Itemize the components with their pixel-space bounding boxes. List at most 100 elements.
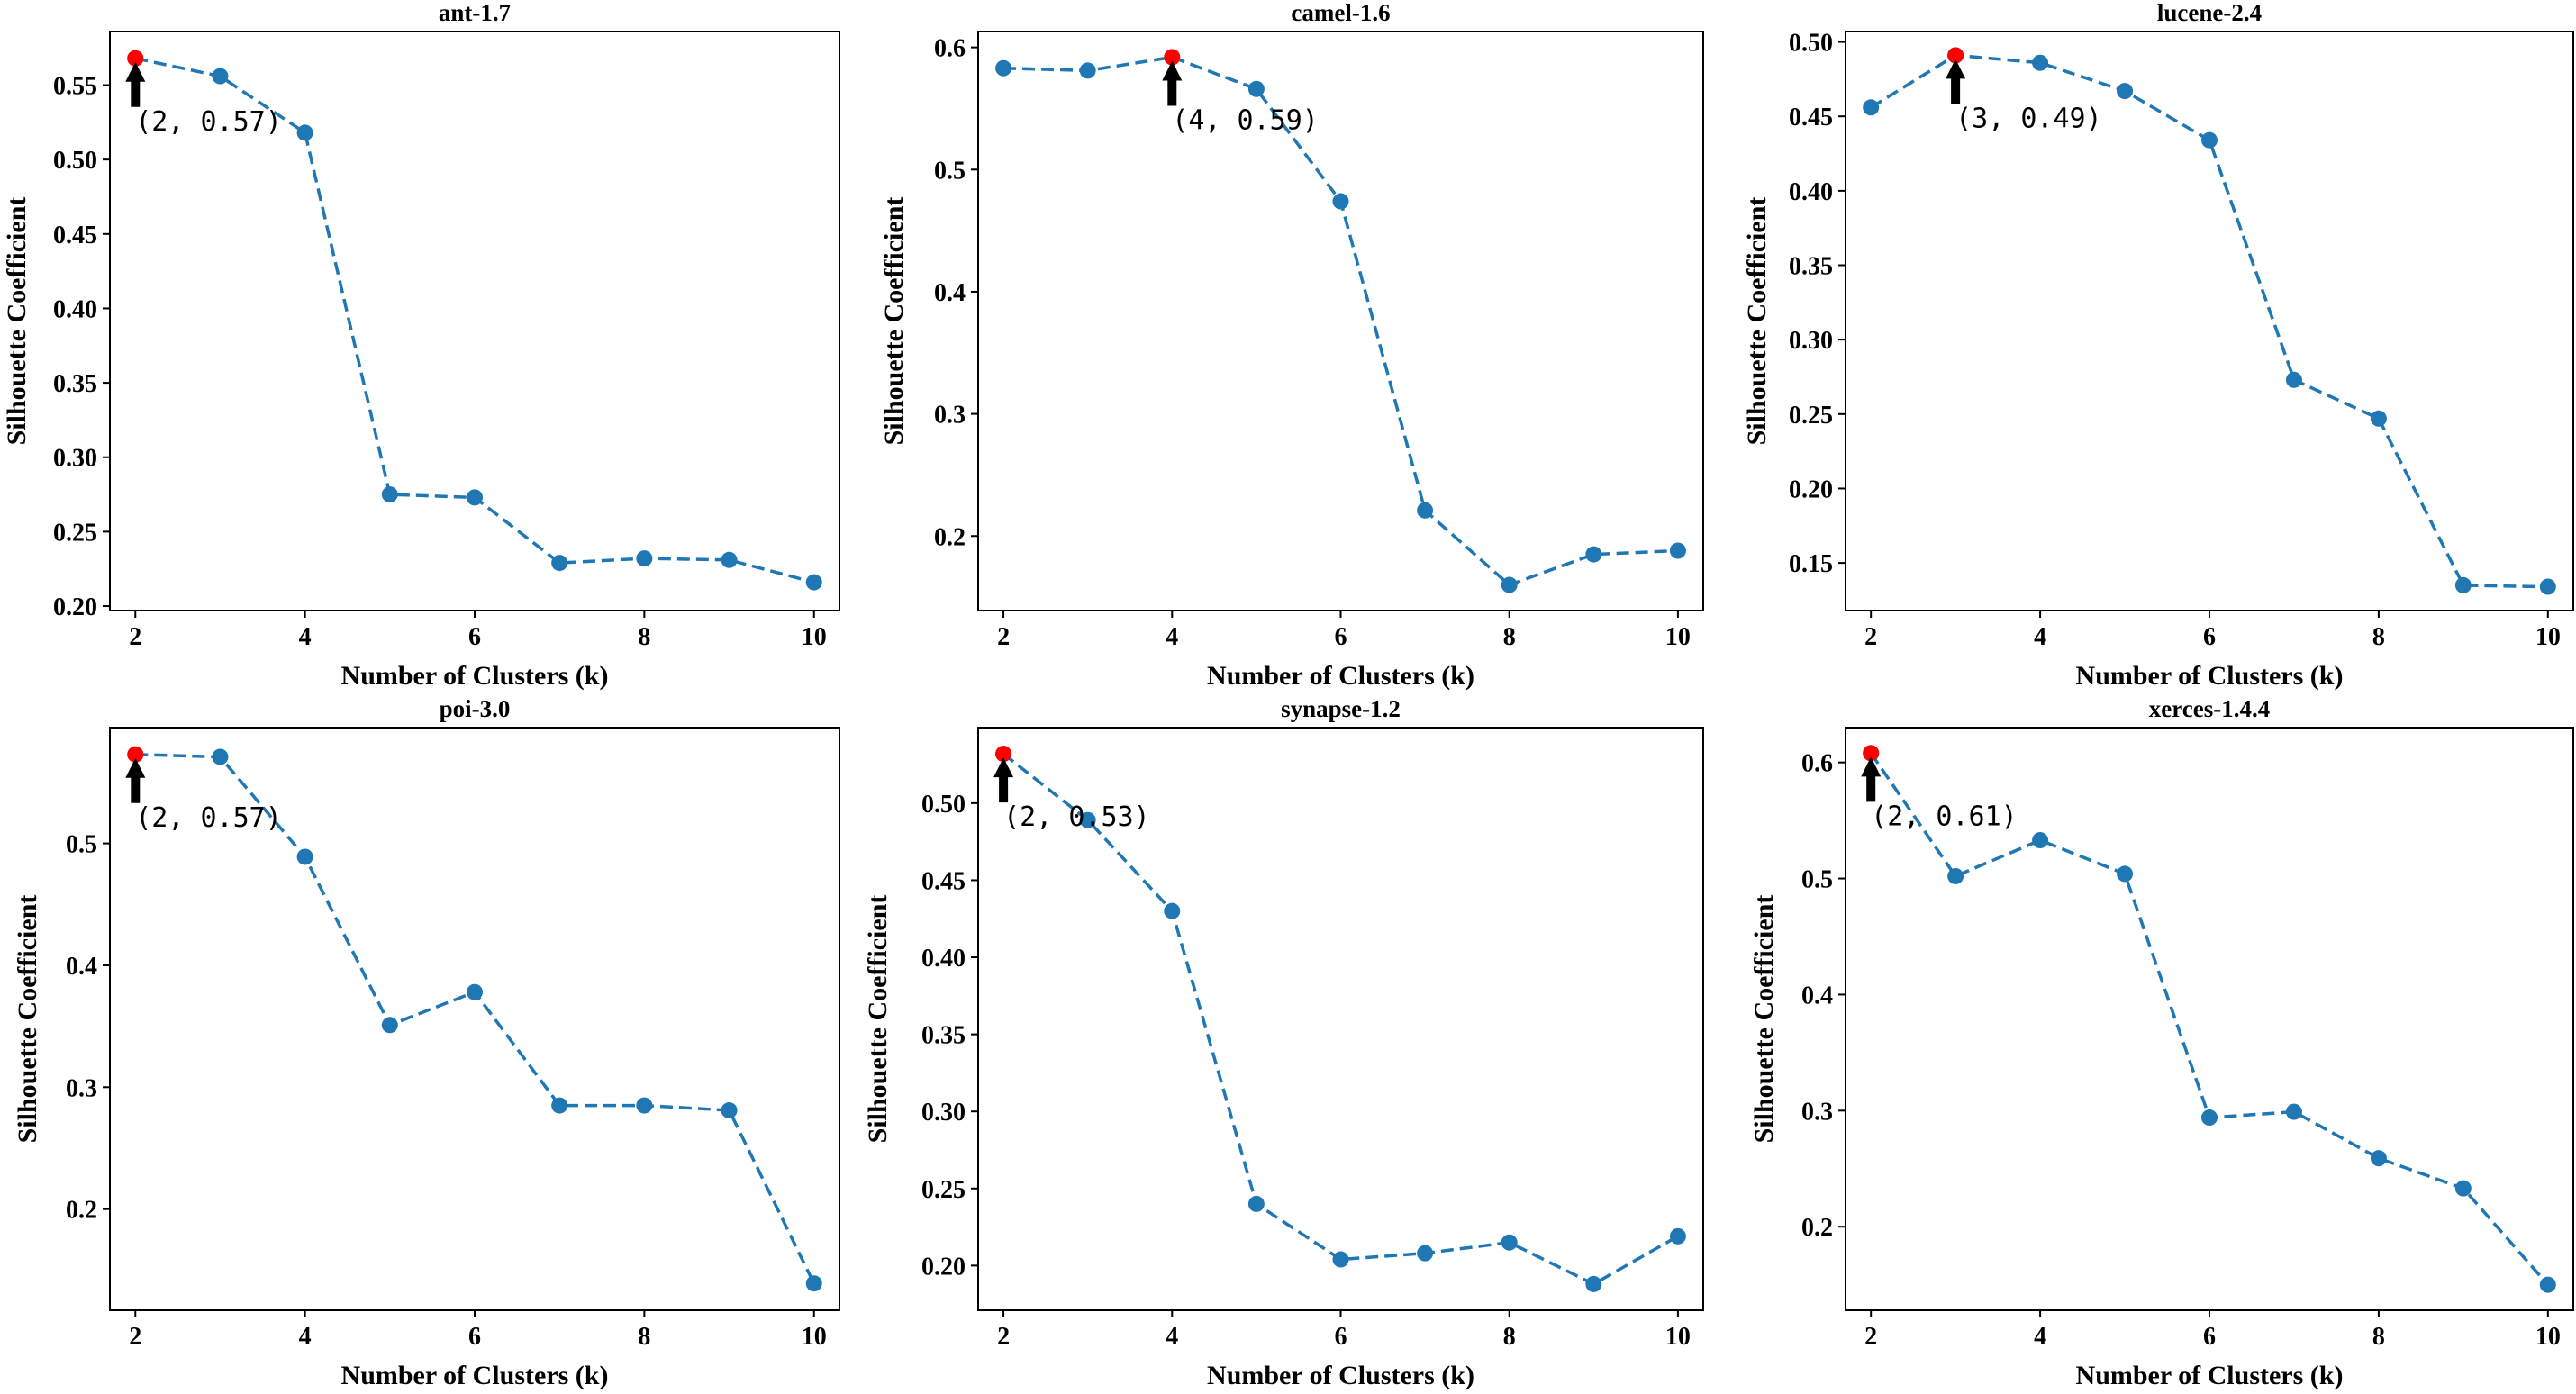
x-tick-label: 6 <box>1335 1323 1347 1351</box>
subplot-ant-1.7: ant-1.7 2 4 6 8 10 0.20 0.25 0.30 0.35 0.40 0.45 0.5… <box>2 0 840 691</box>
y-tick-label: 0.2 <box>1801 1214 1833 1242</box>
x-tick-label: 8 <box>2372 623 2385 651</box>
y-tick-label: 0.25 <box>1789 402 1833 430</box>
y-tick-label: 0.50 <box>53 147 97 175</box>
data-point <box>2454 576 2472 593</box>
x-tick-label: 2 <box>997 1323 1010 1351</box>
data-point <box>1669 1227 1686 1245</box>
x-tick-label: 2 <box>1864 623 1877 651</box>
y-tick-label: 0.4 <box>1801 982 1833 1009</box>
data-point <box>296 848 313 865</box>
chart-title: lucene-2.4 <box>2157 0 2262 26</box>
x-tick-label: 6 <box>1335 623 1347 651</box>
y-tick-label: 0.4 <box>934 279 966 307</box>
y-tick-label: 0.6 <box>1801 750 1833 778</box>
x-axis-label: Number of Clusters (k) <box>1207 1361 1474 1390</box>
data-point <box>2539 1276 2556 1293</box>
data-point <box>721 551 738 568</box>
y-tick-label: 0.50 <box>1789 30 1833 58</box>
x-tick-label: 8 <box>638 1323 650 1351</box>
x-tick-label: 10 <box>1665 1323 1691 1351</box>
y-tick-label: 0.25 <box>53 519 97 547</box>
y-tick-label: 0.15 <box>1789 550 1833 578</box>
data-point <box>2370 410 2387 427</box>
y-axis-label: Silhouette Coefficient <box>1749 895 1779 1144</box>
x-tick-label: 6 <box>468 623 481 651</box>
y-tick-label: 0.25 <box>921 1176 966 1204</box>
best-point <box>995 746 1012 763</box>
chart-title: xerces-1.4.4 <box>2149 695 2270 722</box>
best-annotation: (3, 0.49) <box>1955 103 2102 134</box>
data-point <box>2117 83 2134 100</box>
best-point <box>127 50 144 67</box>
data-point <box>995 59 1012 77</box>
x-tick-label: 2 <box>997 623 1010 651</box>
x-tick-label: 4 <box>299 1323 312 1351</box>
chart-title: synapse-1.2 <box>1281 695 1401 722</box>
y-tick-label: 0.35 <box>53 370 97 398</box>
y-tick-label: 0.20 <box>53 593 97 621</box>
x-axis-label: Number of Clusters (k) <box>341 661 609 691</box>
x-tick-label: 4 <box>299 623 312 651</box>
y-tick-label: 0.45 <box>921 867 966 895</box>
chart-title: ant-1.7 <box>439 0 511 26</box>
y-tick-label: 0.40 <box>1789 178 1833 206</box>
subplot-synapse-1.2: synapse-1.2 2 4 6 8 10 0.20 0.25 0.30 0.35 0.40 0.4… <box>863 695 1704 1390</box>
plot-frame <box>977 31 1704 611</box>
data-point <box>2032 54 2049 71</box>
data-point <box>1585 546 1602 563</box>
best-point <box>1164 49 1181 66</box>
data-point <box>2201 1109 2218 1127</box>
arrow-icon <box>1162 60 1183 106</box>
data-point <box>1164 902 1181 919</box>
y-tick-label: 0.30 <box>1789 327 1833 355</box>
y-tick-label: 0.50 <box>921 791 966 819</box>
data-point <box>212 748 229 765</box>
x-tick-label: 4 <box>2034 1323 2046 1351</box>
data-point <box>1501 576 1518 593</box>
y-tick-label: 0.40 <box>921 945 966 973</box>
best-point <box>1947 47 1964 64</box>
data-point <box>1585 1275 1602 1292</box>
y-axis-label: Silhouette Coefficient <box>1742 197 1772 446</box>
arrow-icon <box>993 757 1014 803</box>
x-tick-label: 10 <box>802 1323 827 1351</box>
chart-title: camel-1.6 <box>1291 0 1390 26</box>
x-axis-label: Number of Clusters (k) <box>2076 661 2344 691</box>
y-tick-label: 0.2 <box>66 1197 97 1225</box>
best-point <box>127 746 144 763</box>
arrow-icon <box>1861 756 1882 802</box>
best-annotation: (4, 0.59) <box>1172 104 1319 136</box>
x-axis-label: Number of Clusters (k) <box>2076 1361 2344 1390</box>
y-tick-label: 0.45 <box>1789 104 1833 131</box>
y-tick-label: 0.30 <box>921 1099 966 1127</box>
data-point <box>1247 80 1265 97</box>
best-annotation: (2, 0.53) <box>1003 801 1150 833</box>
data-point <box>805 574 822 591</box>
x-tick-label: 8 <box>2372 1323 2385 1351</box>
chart-title: poi-3.0 <box>440 695 511 722</box>
best-annotation: (2, 0.57) <box>135 802 282 834</box>
x-tick-label: 10 <box>2535 1323 2561 1351</box>
y-axis-label: Silhouette Coefficient <box>879 197 909 446</box>
x-axis-label: Number of Clusters (k) <box>1207 661 1474 691</box>
y-axis-label: Silhouette Coefficient <box>13 895 42 1144</box>
data-point <box>805 1275 822 1292</box>
arrow-icon <box>125 61 146 107</box>
y-tick-label: 0.40 <box>53 295 97 323</box>
y-tick-label: 0.5 <box>934 157 966 185</box>
best-annotation: (2, 0.61) <box>1871 801 2018 832</box>
series-line <box>1869 752 2550 1286</box>
data-point <box>2285 371 2302 388</box>
y-tick-label: 0.55 <box>53 73 97 101</box>
data-point <box>2370 1150 2387 1167</box>
data-point <box>2032 832 2049 849</box>
y-tick-label: 0.4 <box>66 953 97 981</box>
subplot-camel-1.6: camel-1.6 2 4 6 8 10 0.2 0.3 0.4 0.5 0.6 Number of … <box>879 0 1704 691</box>
best-annotation: (2, 0.57) <box>135 106 282 138</box>
x-tick-label: 8 <box>638 623 650 651</box>
y-tick-label: 0.20 <box>1789 475 1833 503</box>
y-tick-label: 0.3 <box>1801 1098 1833 1126</box>
series-line <box>1003 55 1678 587</box>
